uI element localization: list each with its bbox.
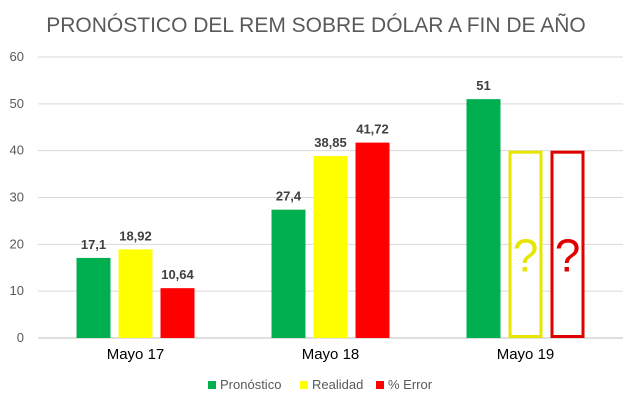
legend-swatch (208, 381, 216, 389)
data-label: 17,1 (81, 237, 106, 252)
legend-swatch (376, 381, 384, 389)
y-tick-label: 60 (10, 49, 24, 64)
data-label: 18,92 (119, 228, 152, 243)
data-label: 27,4 (276, 189, 302, 204)
bar (271, 209, 306, 338)
bar-unknown (508, 150, 543, 338)
data-labels: 17,1 18,92 10,64 27,4 38,85 41,72 51?? (81, 78, 580, 282)
unknown-value-label: ? (513, 230, 539, 282)
y-tick-label: 0 (17, 330, 24, 345)
legend: Pronóstico Realidad % Error (208, 377, 433, 392)
y-tick-label: 10 (10, 283, 24, 298)
bar (466, 99, 501, 339)
y-tick-label: 20 (10, 236, 24, 251)
data-label: 10,64 (161, 267, 194, 282)
x-axis-categories: Mayo 17 Mayo 18 Mayo 19 (107, 346, 555, 363)
bar (118, 249, 153, 338)
data-label: 38,85 (314, 135, 347, 150)
data-label: 41,72 (356, 122, 389, 137)
y-axis-ticks: 0 10 20 30 40 50 60 (10, 49, 24, 345)
bar (160, 288, 195, 338)
bar-unknown (550, 150, 585, 338)
legend-swatch (300, 381, 308, 389)
y-tick-label: 30 (10, 190, 24, 205)
x-category-label: Mayo 17 (107, 346, 165, 363)
x-category-label: Mayo 19 (497, 346, 555, 363)
legend-label: % Error (388, 377, 433, 392)
legend-label: Pronóstico (220, 377, 281, 392)
chart-title: PRONÓSTICO DEL REM SOBRE DÓLAR A FIN DE … (46, 13, 586, 37)
bar (313, 156, 348, 338)
x-category-label: Mayo 18 (302, 346, 360, 363)
bar (76, 257, 111, 338)
legend-label: Realidad (312, 377, 363, 392)
unknown-value-label: ? (555, 230, 581, 282)
y-tick-label: 50 (10, 96, 24, 111)
data-label: 51 (476, 78, 490, 93)
y-tick-label: 40 (10, 143, 24, 158)
bar (355, 142, 390, 338)
bars (76, 99, 585, 339)
